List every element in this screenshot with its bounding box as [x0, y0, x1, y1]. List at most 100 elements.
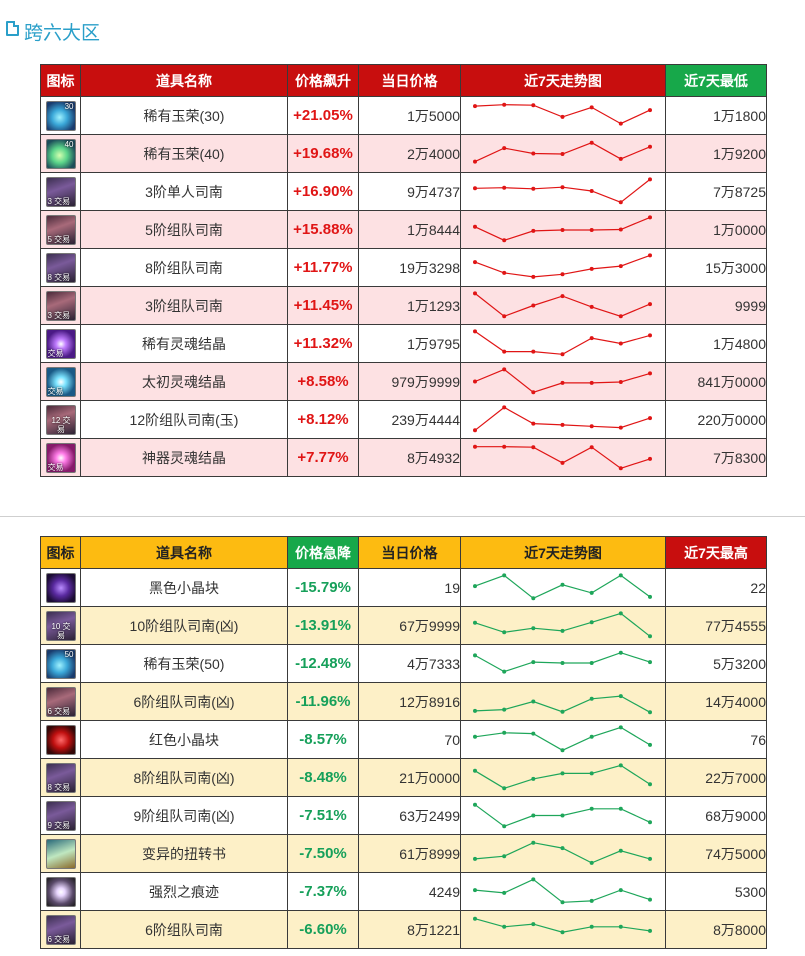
table-row[interactable]: 5 交易 5阶组队司南 +15.88% 1万8444 1万0000 [40, 210, 767, 249]
trend-sparkline-cell [460, 96, 666, 135]
trend-point [502, 238, 507, 243]
table-row[interactable]: 40 稀有玉荣(40) +19.68% 2万4000 1万9200 [40, 134, 767, 173]
trend-point [648, 144, 652, 149]
table-row[interactable]: 红色小晶块 -8.57% 70 76 [40, 720, 767, 759]
table-row[interactable]: 3 交易 3阶单人司南 +16.90% 9万4737 7万8725 [40, 172, 767, 211]
today-price: 1万8444 [358, 210, 461, 249]
trend-point [502, 102, 507, 107]
trend-point [560, 185, 565, 190]
price-change: +19.68% [287, 134, 359, 173]
soul-pink-icon: 交易 [45, 442, 76, 473]
trend-point [648, 820, 652, 825]
today-price: 1万1293 [358, 286, 461, 325]
item-name: 5阶组队司南 [80, 210, 288, 249]
7day-high-price: 22 [665, 568, 767, 607]
item-name: 变异的扭转书 [80, 834, 288, 873]
trend-sparkline [473, 840, 652, 865]
today-price: 9万4737 [358, 172, 461, 211]
today-price: 4万7333 [358, 644, 461, 683]
trend-point [531, 103, 536, 108]
icon-trade-tag: 10 交易 [51, 621, 71, 640]
ship-icon: 9 交易 [45, 800, 76, 831]
table-row[interactable]: 6 交易 6阶组队司南 -6.60% 8万1221 8万8000 [40, 910, 767, 949]
trend-point [560, 813, 565, 818]
trend-point [473, 159, 477, 164]
table-header-row: 图标 道具名称 价格急降 当日价格 近7天走势图 近7天最高 [40, 536, 767, 569]
trend-point [589, 771, 594, 776]
jade-icon: 50 [45, 648, 76, 679]
table-row[interactable]: 10 交易 10阶组队司南(凶) -13.91% 67万9999 77万4555 [40, 606, 767, 645]
icon-cell [40, 872, 81, 911]
header-icon: 图标 [40, 536, 81, 569]
trend-point [648, 371, 652, 376]
ship-red-icon: 5 交易 [45, 214, 76, 245]
trend-point [618, 694, 623, 699]
table-row[interactable]: 交易 稀有灵魂结晶 +11.32% 1万9795 1万4800 [40, 324, 767, 363]
table-row[interactable]: 黑色小晶块 -15.79% 19 22 [40, 568, 767, 607]
trend-point [589, 336, 594, 341]
table-row[interactable]: 12 交易 12阶组队司南(玉) +8.12% 239万4444 220万0000 [40, 400, 767, 439]
trend-line [474, 368, 651, 393]
item-name: 6阶组队司南 [80, 910, 288, 949]
table-row[interactable]: 交易 太初灵魂结晶 +8.58% 979万9999 841万0000 [40, 362, 767, 401]
trend-point [589, 924, 594, 929]
trend-sparkline [473, 611, 652, 639]
trend-sparkline [473, 650, 652, 674]
icon-cell: 8 交易 [40, 758, 81, 797]
trend-point [473, 620, 477, 625]
table-row[interactable]: 8 交易 8阶组队司南 +11.77% 19万3298 15万3000 [40, 248, 767, 287]
trend-point [648, 333, 652, 338]
item-name: 12阶组队司南(玉) [80, 400, 288, 439]
table-row[interactable]: 变异的扭转书 -7.50% 61万8999 74万5000 [40, 834, 767, 873]
trend-sparkline [473, 102, 652, 126]
trend-point [531, 699, 536, 704]
trend-sparkline [473, 802, 652, 829]
table-row[interactable]: 50 稀有玉荣(50) -12.48% 4万7333 5万3200 [40, 644, 767, 683]
trend-point [560, 460, 565, 465]
trend-point [473, 260, 477, 265]
trend-point [560, 900, 565, 905]
icon-cell: 3 交易 [40, 286, 81, 325]
trend-point [648, 634, 652, 639]
trend-point [502, 824, 507, 829]
trend-point [560, 846, 565, 851]
7day-low-price: 7万8300 [665, 438, 767, 477]
table-row[interactable]: 9 交易 9阶组队司南(凶) -7.51% 63万2499 68万9000 [40, 796, 767, 835]
table-row[interactable]: 30 稀有玉荣(30) +21.05% 1万5000 1万1800 [40, 96, 767, 135]
trend-point [473, 916, 477, 921]
price-change: +8.12% [287, 400, 359, 439]
item-name: 太初灵魂结晶 [80, 362, 288, 401]
table-row[interactable]: 强烈之痕迹 -7.37% 4249 5300 [40, 872, 767, 911]
icon-cell: 3 交易 [40, 172, 81, 211]
price-change: -12.48% [287, 644, 359, 683]
ship-icon: 3 交易 [45, 176, 76, 207]
7day-low-price: 7万8725 [665, 172, 767, 211]
trend-point [618, 466, 623, 471]
trend-sparkline [473, 367, 652, 395]
trend-point [589, 266, 594, 271]
trend-sparkline-cell [460, 796, 666, 835]
header-today-price: 当日价格 [358, 64, 461, 97]
7day-low-price: 9999 [665, 286, 767, 325]
trend-point [589, 860, 594, 865]
trend-point [473, 291, 477, 296]
soul-icon: 交易 [45, 328, 76, 359]
trend-point [560, 422, 565, 427]
table-row[interactable]: 6 交易 6阶组队司南(凶) -11.96% 12万8916 14万4000 [40, 682, 767, 721]
trend-point [473, 584, 477, 589]
table-row[interactable]: 3 交易 3阶组队司南 +11.45% 1万1293 9999 [40, 286, 767, 325]
trend-point [502, 185, 507, 190]
trend-point [618, 806, 623, 811]
trend-sparkline [473, 329, 652, 357]
price-change: +7.77% [287, 438, 359, 477]
7day-high-price: 68万9000 [665, 796, 767, 835]
today-price: 21万0000 [358, 758, 461, 797]
table-row[interactable]: 交易 神器灵魂结晶 +7.77% 8万4932 7万8300 [40, 438, 767, 477]
trend-point [531, 445, 536, 450]
page-title: 跨六大区 [6, 18, 100, 44]
table-row[interactable]: 8 交易 8阶组队司南(凶) -8.48% 21万0000 22万7000 [40, 758, 767, 797]
trend-point [648, 108, 652, 113]
item-name: 8阶组队司南 [80, 248, 288, 287]
7day-high-price: 74万5000 [665, 834, 767, 873]
today-price: 63万2499 [358, 796, 461, 835]
